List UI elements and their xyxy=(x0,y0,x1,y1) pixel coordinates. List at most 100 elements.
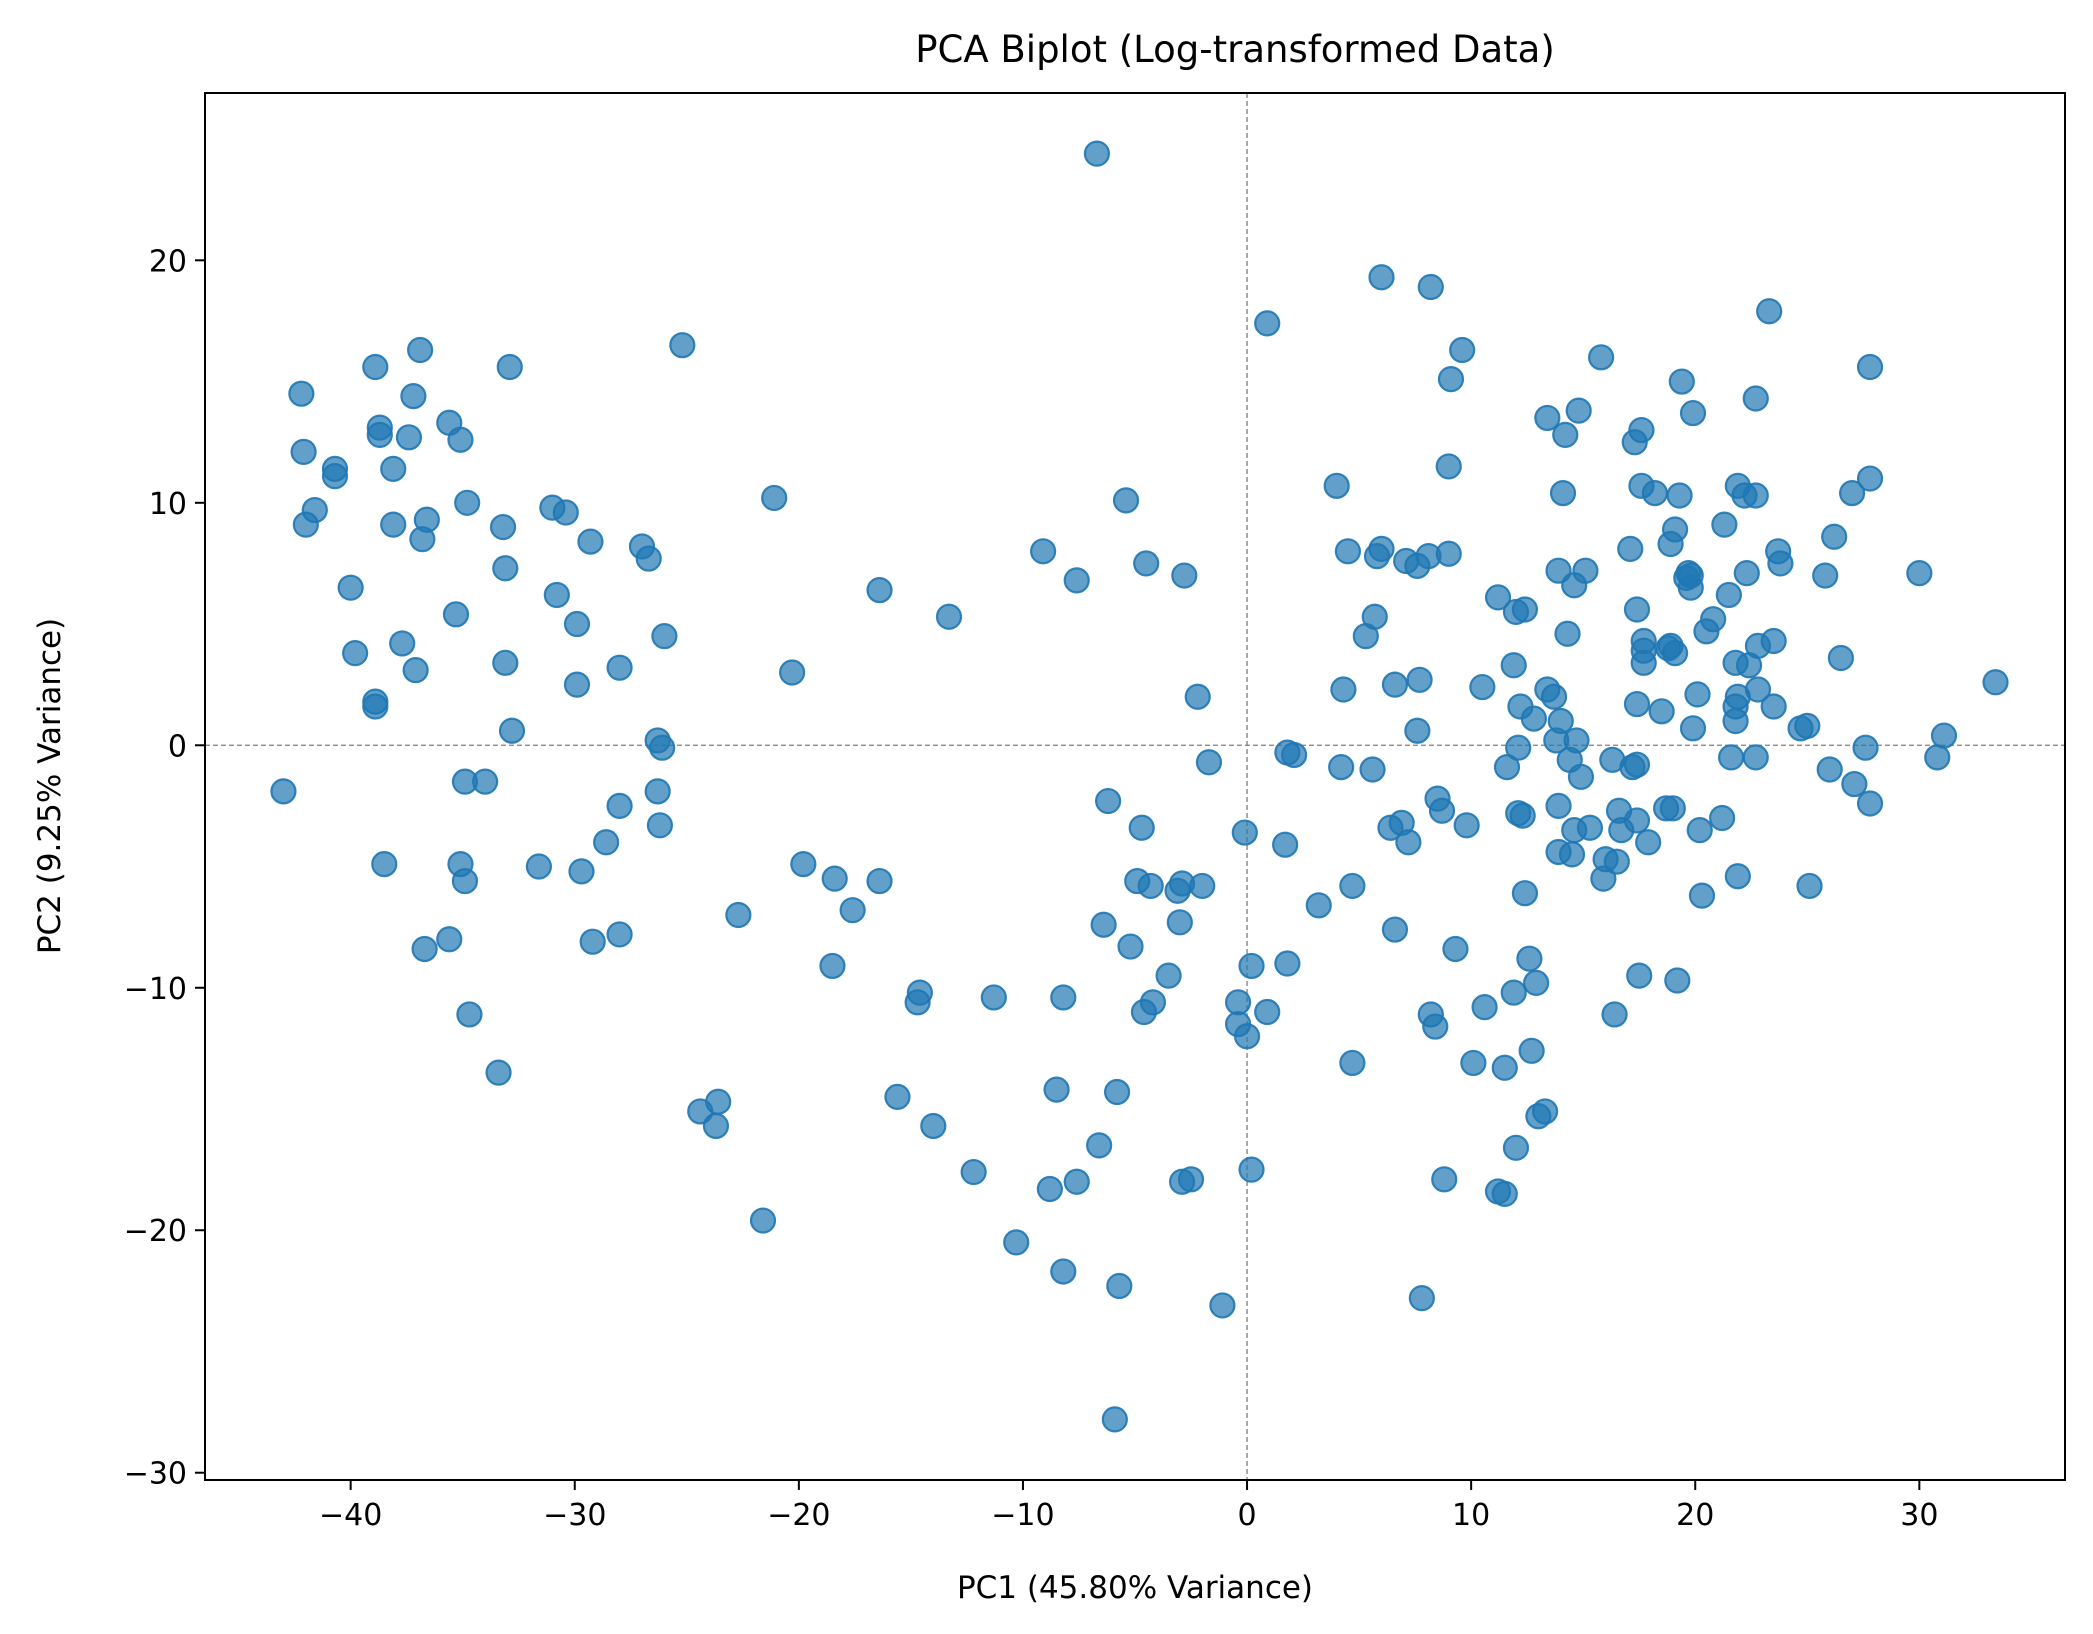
data-point xyxy=(1661,640,1689,667)
data-point xyxy=(1796,872,1823,900)
data-point xyxy=(485,1059,512,1086)
data-point xyxy=(1794,712,1821,739)
data-point xyxy=(1603,848,1630,875)
data-point xyxy=(1030,538,1057,565)
data-point xyxy=(1688,882,1716,909)
data-point xyxy=(1668,368,1695,395)
data-point xyxy=(1484,584,1512,611)
data-point xyxy=(1003,1229,1030,1256)
data-point xyxy=(1491,1054,1518,1081)
data-point xyxy=(413,506,440,533)
data-point xyxy=(1334,538,1361,565)
data-point xyxy=(456,1001,483,1028)
data-point xyxy=(577,528,604,555)
data-point xyxy=(1711,511,1738,538)
data-point xyxy=(1408,1285,1435,1312)
data-point xyxy=(1733,560,1760,587)
data-point xyxy=(568,858,595,885)
data-point xyxy=(1742,744,1769,771)
y-tick-label: 0 xyxy=(168,729,187,764)
data-point xyxy=(1756,298,1783,325)
reference-lines xyxy=(205,93,2065,1480)
data-point xyxy=(1856,465,1884,492)
data-point xyxy=(1839,479,1866,507)
data-point xyxy=(1106,1272,1133,1300)
data-point xyxy=(451,867,479,895)
data-point xyxy=(790,850,817,878)
data-point xyxy=(1700,606,1727,633)
data-point xyxy=(884,1083,911,1110)
data-point xyxy=(1493,754,1521,781)
data-point xyxy=(1540,683,1568,710)
data-point xyxy=(552,499,579,526)
data-point xyxy=(1449,336,1476,364)
data-point xyxy=(362,688,389,715)
data-point xyxy=(1659,795,1686,822)
data-point xyxy=(288,380,315,407)
data-point xyxy=(1500,979,1527,1006)
data-point xyxy=(1095,787,1122,815)
data-point xyxy=(749,1207,777,1234)
data-point xyxy=(1715,581,1742,609)
data-point xyxy=(705,1088,732,1115)
data-point xyxy=(1422,1013,1449,1040)
data-point xyxy=(402,657,429,684)
data-point xyxy=(1133,550,1160,577)
data-point xyxy=(411,935,438,963)
data-point xyxy=(1686,817,1713,844)
data-point xyxy=(635,545,662,572)
data-point xyxy=(1760,627,1787,655)
data-point xyxy=(1558,841,1586,868)
y-tick-label: 10 xyxy=(149,487,187,522)
data-point xyxy=(407,336,434,364)
data-point xyxy=(1827,644,1855,672)
data-point xyxy=(1050,984,1077,1011)
data-point xyxy=(1520,705,1547,732)
data-point xyxy=(1036,1175,1063,1203)
data-point xyxy=(1511,596,1539,623)
data-point xyxy=(1509,802,1536,829)
data-point xyxy=(1511,880,1539,907)
data-point xyxy=(839,897,866,924)
data-point xyxy=(1623,690,1651,718)
data-point xyxy=(1254,310,1281,337)
data-point xyxy=(366,421,393,449)
data-point xyxy=(725,901,752,929)
data-point xyxy=(395,424,423,451)
data-point xyxy=(342,640,369,667)
data-point xyxy=(1709,804,1736,832)
data-point xyxy=(866,867,893,895)
data-point xyxy=(1565,397,1592,424)
data-point xyxy=(1684,681,1711,708)
data-point xyxy=(1101,1406,1128,1433)
data-point xyxy=(1442,935,1469,963)
data-point xyxy=(1328,754,1355,781)
data-point xyxy=(1112,487,1140,514)
data-point xyxy=(1137,872,1164,900)
data-point xyxy=(1381,916,1409,943)
data-point xyxy=(492,649,519,676)
x-axis-label: PC1 (45.80% Variance) xyxy=(957,1570,1313,1606)
data-point xyxy=(1238,952,1265,980)
data-point xyxy=(1623,751,1651,778)
data-point xyxy=(1323,472,1350,499)
data-point xyxy=(1630,627,1657,655)
data-point xyxy=(1505,734,1532,761)
data-point xyxy=(579,928,606,955)
data-point xyxy=(1274,950,1301,977)
plot-frame xyxy=(204,92,2066,1481)
data-point xyxy=(1742,385,1769,412)
data-point xyxy=(1103,1078,1131,1106)
data-point xyxy=(702,1112,730,1140)
data-point xyxy=(669,332,696,359)
data-point xyxy=(1679,399,1707,427)
data-point xyxy=(436,926,463,953)
data-point xyxy=(1381,671,1409,698)
data-point xyxy=(1435,453,1462,480)
data-point xyxy=(489,513,517,541)
data-point xyxy=(1856,790,1884,817)
chart-title: PCA Biplot (Log-transformed Data) xyxy=(915,28,1555,71)
data-point xyxy=(1224,989,1252,1016)
data-point xyxy=(1518,1037,1545,1064)
data-point xyxy=(1330,676,1357,703)
